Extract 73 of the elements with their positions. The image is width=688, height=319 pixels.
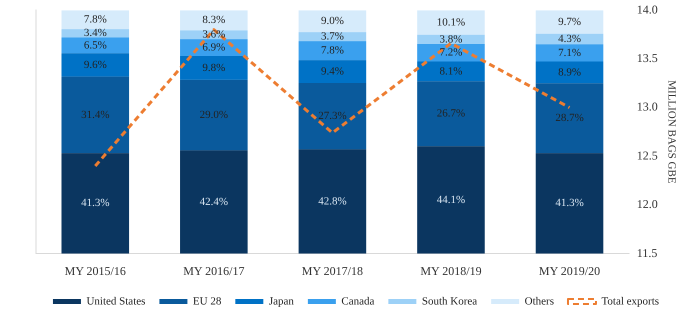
bar [298, 82, 366, 150]
data-label: 8.1% [440, 65, 462, 78]
bar [536, 34, 604, 44]
legend-label: Canada [341, 295, 374, 308]
x-tick-label: MY 2016/17 [183, 264, 244, 278]
data-label: 8.3% [202, 14, 226, 26]
x-tick-label: MY 2015/16 [64, 264, 126, 278]
data-label: 10.1% [436, 16, 466, 28]
bar [536, 10, 604, 34]
bar [61, 10, 130, 30]
bar [298, 41, 366, 60]
data-label: 27.3% [318, 110, 347, 122]
bar [536, 153, 604, 254]
data-label: 26.7% [436, 108, 466, 120]
x-tick-label: MY 2017/18 [302, 264, 364, 278]
bar [536, 44, 604, 62]
bar [298, 60, 366, 83]
data-label: 7.8% [84, 14, 107, 26]
bar [180, 150, 248, 254]
bar [61, 37, 130, 54]
bar [417, 81, 485, 146]
y2-tick-label: 13.0 [636, 100, 658, 114]
bar [61, 53, 130, 77]
data-label: 29.0% [200, 108, 228, 121]
data-label: 3.8% [440, 33, 462, 46]
y2-tick-label: 12.5 [636, 148, 658, 162]
legend-label: EU 28 [192, 295, 222, 308]
bar [536, 62, 604, 84]
data-label: 6.5% [84, 39, 107, 52]
data-label: 7.2% [440, 46, 462, 59]
data-label: 41.3% [555, 197, 584, 210]
y2-tick-label: 11.5 [636, 246, 658, 260]
legend-label: Others [524, 295, 554, 308]
data-label: 3.4% [84, 27, 107, 40]
data-label: 31.4% [81, 108, 110, 121]
data-label: 7.8% [320, 44, 344, 56]
data-label: 3.7% [320, 30, 344, 42]
bar [180, 56, 248, 80]
data-label: 9.8% [202, 62, 226, 74]
y2-tick-label: 13.5 [636, 51, 658, 66]
data-label: 9.7% [558, 16, 581, 28]
data-label: 6.9% [202, 41, 226, 54]
data-label: 9.0% [320, 15, 344, 28]
bar [536, 83, 604, 154]
bar [417, 10, 485, 35]
data-label: 9.4% [320, 65, 344, 78]
x-tick-label: MY 2018/19 [420, 264, 482, 278]
data-label: 7.1% [558, 46, 581, 59]
bar [180, 10, 248, 30]
legend-label: United States [86, 295, 146, 308]
legend-label: Japan [268, 295, 294, 308]
data-label: 41.3% [81, 197, 110, 210]
data-label: 28.7% [555, 112, 584, 124]
legend-label: Total exports [601, 295, 660, 308]
y2-tick-label: 12.0 [636, 197, 658, 212]
data-label: 42.8% [318, 195, 347, 208]
bar [417, 62, 485, 82]
data-label: 42.4% [200, 196, 228, 208]
bar [417, 146, 485, 254]
bar [298, 149, 366, 254]
data-label: 9.6% [84, 58, 107, 71]
legend-label: South Korea [422, 295, 478, 308]
data-label: 8.9% [558, 66, 581, 78]
bar [61, 76, 130, 154]
x-tick-label: MY 2019/20 [538, 264, 600, 278]
data-label: 44.1% [436, 194, 466, 206]
bar [298, 10, 366, 32]
bar [180, 80, 248, 150]
y2-tick-label: 14.0 [636, 2, 658, 16]
bar [61, 153, 130, 254]
data-label: 4.3% [558, 32, 581, 45]
y2-axis-title: MILLION BAGS GBE [666, 80, 678, 184]
bar [61, 29, 130, 38]
